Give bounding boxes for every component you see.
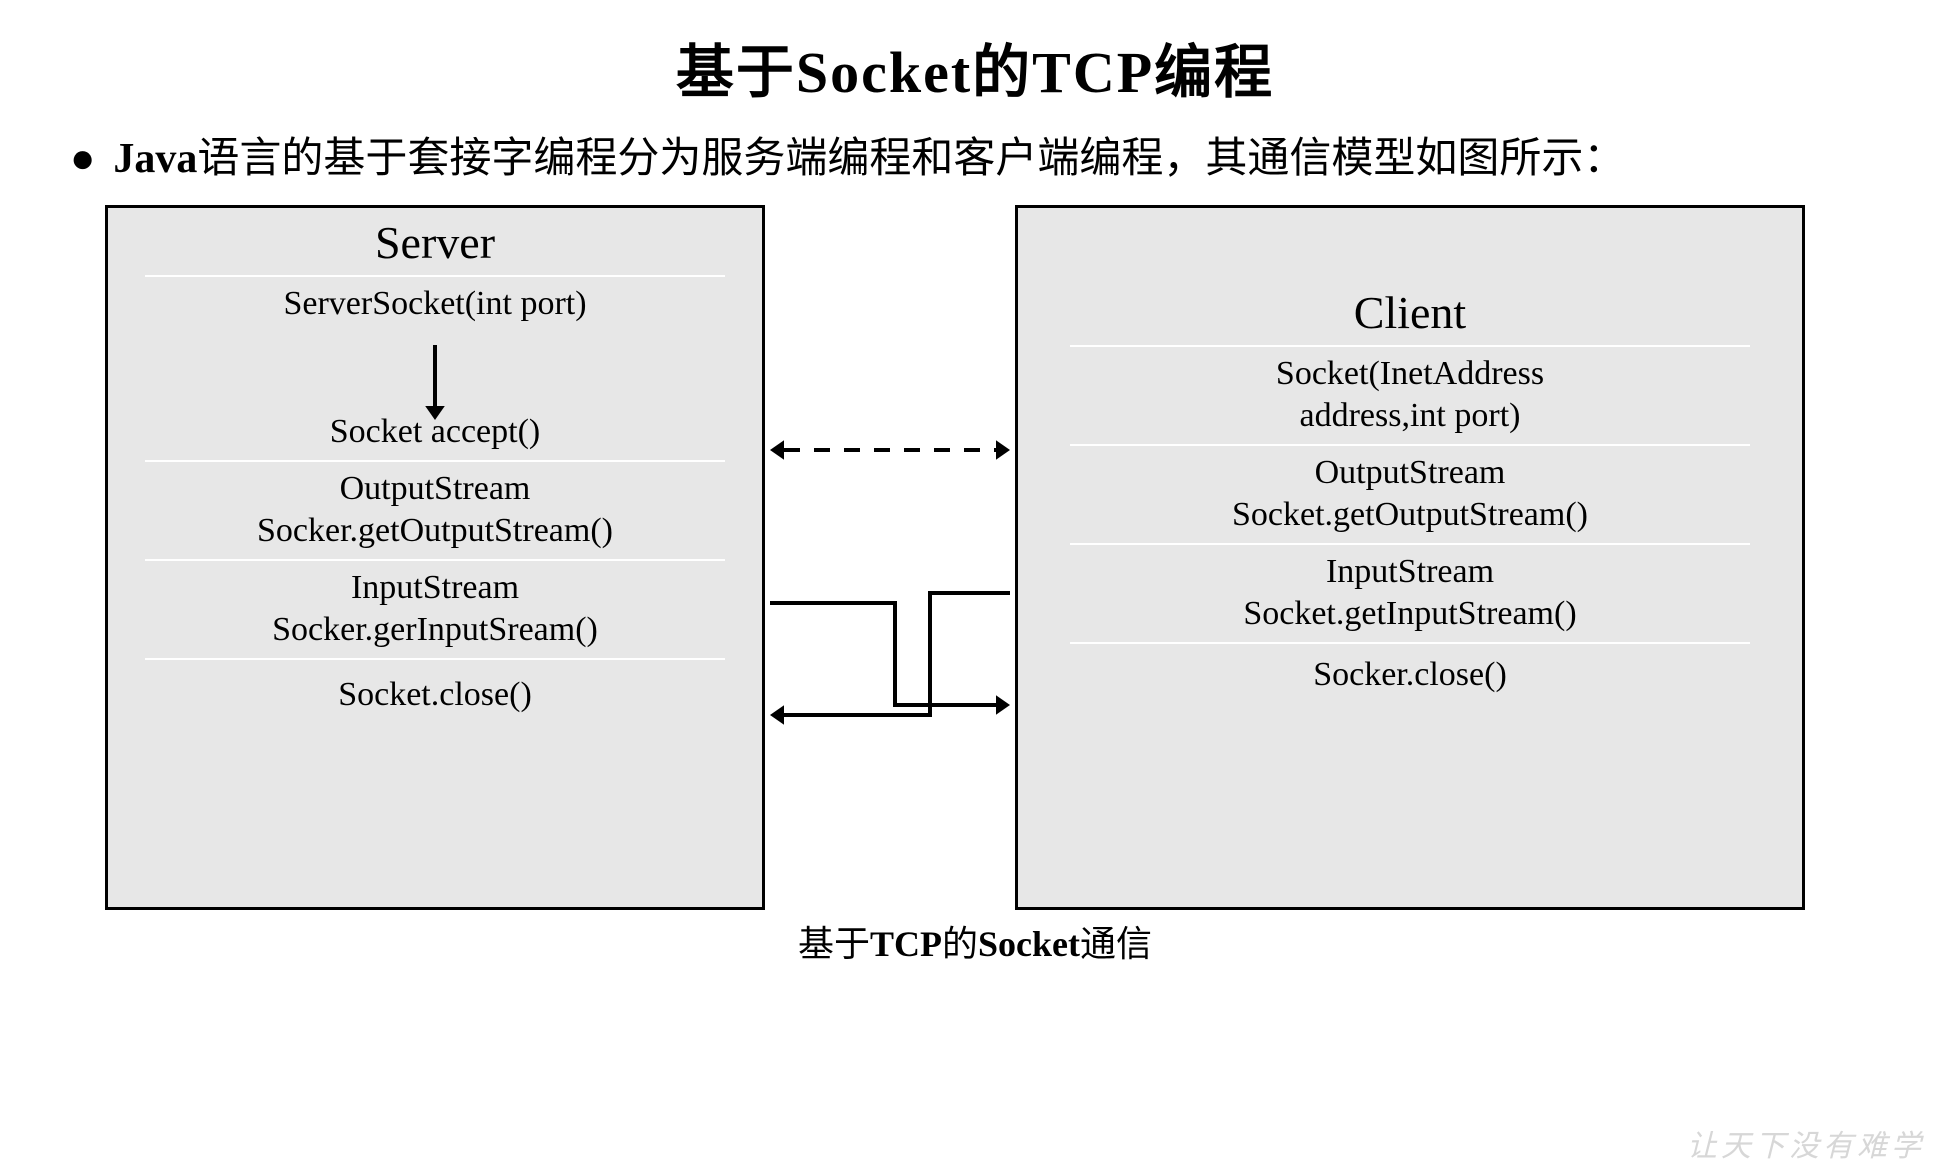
server-row-2: OutputStreamSocker.getOutputStream(): [108, 462, 762, 559]
client-title: Client: [1018, 278, 1802, 345]
intro-bold: Java: [113, 136, 197, 182]
diagram-area: Server ServerSocket(int port) Socket acc…: [0, 205, 1950, 965]
client-row-0: Socket(InetAddressaddress,int port): [1018, 347, 1802, 444]
intro-text: Java语言的基于套接字编程分为服务端编程和客户端编程，其通信模型如图所示：: [113, 129, 1890, 190]
intro-bullet: ● Java语言的基于套接字编程分为服务端编程和客户端编程，其通信模型如图所示：: [0, 109, 1950, 190]
server-row-3: InputStreamSocker.gerInputSream(): [108, 561, 762, 658]
client-row-1: OutputStreamSocket.getOutputStream(): [1018, 446, 1802, 543]
bullet-icon: ●: [70, 129, 95, 190]
server-row-0: ServerSocket(int port): [108, 277, 762, 332]
watermark-text: 让天下没有难学: [1687, 1121, 1925, 1165]
client-row-3: Socker.close(): [1018, 644, 1802, 707]
page-title: 基于Socket的TCP编程: [0, 0, 1950, 109]
intro-rest: 语言的基于套接字编程分为服务端编程和客户端编程，其通信模型如图所示：: [197, 136, 1625, 182]
diagram-caption: 基于TCP的Socket通信: [0, 915, 1950, 967]
server-title: Server: [108, 208, 762, 275]
server-panel: Server ServerSocket(int port) Socket acc…: [105, 205, 765, 910]
client-panel: Client Socket(InetAddressaddress,int por…: [1015, 205, 1805, 910]
server-row-4: Socket.close(): [108, 660, 762, 731]
server-row-1: Socket accept(): [108, 405, 762, 460]
client-row-2: InputStreamSocket.getInputStream(): [1018, 545, 1802, 642]
